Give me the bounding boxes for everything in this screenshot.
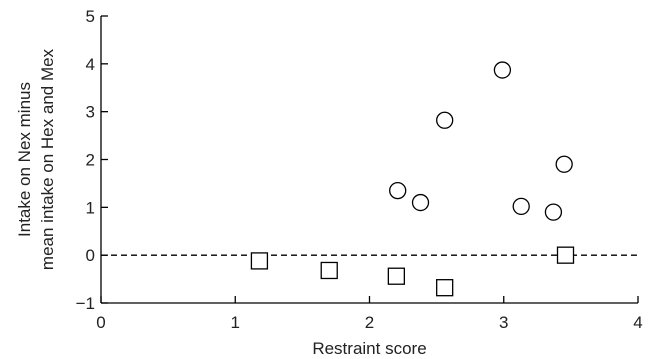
- x-tick-label: 3: [499, 313, 508, 332]
- y-tick-label: 4: [86, 55, 95, 74]
- x-tick-label: 1: [231, 313, 240, 332]
- square-point: [436, 279, 454, 297]
- square-point: [556, 246, 575, 264]
- y-tick-label: 2: [86, 151, 95, 170]
- y-tick-label: 5: [86, 7, 95, 26]
- y-tick-label: 0: [86, 246, 95, 265]
- circle-point: [389, 181, 407, 200]
- circle-point: [411, 193, 430, 212]
- square-point: [250, 252, 269, 270]
- circle-point: [544, 203, 563, 221]
- square-point: [387, 267, 406, 285]
- square-point: [320, 261, 338, 280]
- data-points: [250, 61, 575, 297]
- y-tick-label: 1: [86, 198, 95, 217]
- y-tick-label: 3: [86, 103, 95, 122]
- y-axis-label-line-2: mean intake on Hex and Mex: [38, 48, 57, 270]
- x-tick-label: 4: [633, 313, 642, 332]
- circle-point: [512, 197, 530, 216]
- y-tick-label: −1: [76, 294, 95, 313]
- x-tick-label: 0: [96, 313, 105, 332]
- circle-point: [436, 111, 454, 129]
- x-tick-label: 2: [365, 313, 374, 332]
- x-axis-label: Restraint score: [312, 339, 426, 358]
- y-axis-label-line-1: Intake on Nex minus: [15, 82, 34, 237]
- circle-point: [493, 61, 512, 79]
- circle-point: [555, 155, 573, 173]
